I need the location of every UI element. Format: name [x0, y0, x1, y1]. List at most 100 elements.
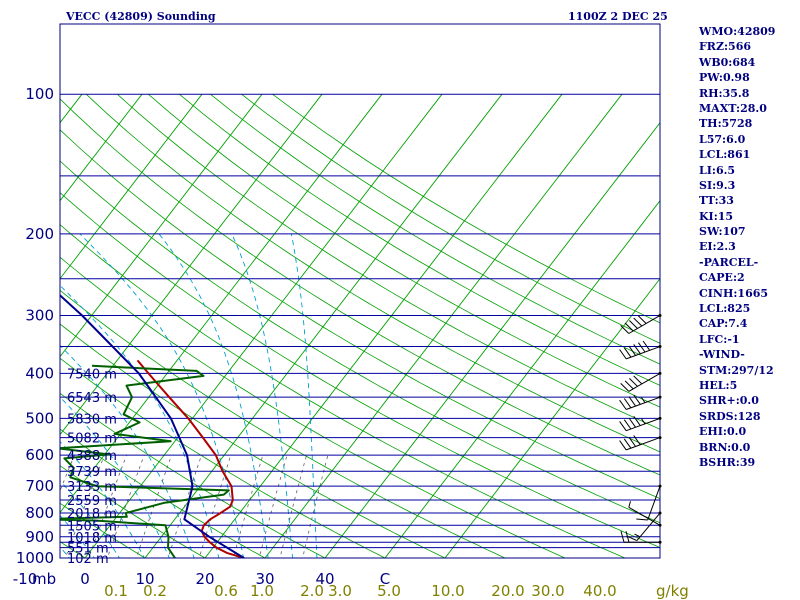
- pressure-unit-label: mb: [32, 570, 56, 588]
- index-item: TH:5728: [699, 117, 753, 131]
- index-item: WMO:42809: [699, 25, 776, 38]
- wind-barb: [619, 340, 662, 360]
- temperature-tick-label: 30: [255, 570, 274, 588]
- pressure-tick-label: 900: [25, 528, 54, 546]
- height-label: 5830 m: [67, 412, 117, 427]
- mixing-ratio-unit-label: g/kg: [656, 582, 689, 600]
- index-item: -WIND-: [699, 348, 745, 362]
- height-label: 5082 m: [67, 432, 117, 447]
- pressure-tick-label: 1000: [16, 549, 54, 567]
- sounding-traces: [60, 293, 245, 558]
- temperature-tick-label: C: [380, 570, 390, 588]
- height-label: 7540 m: [67, 367, 117, 382]
- isotherm-line: [204, 93, 563, 558]
- index-item: EHI:0.0: [699, 425, 747, 439]
- moist-adiabat: [79, 233, 244, 558]
- dry-adiabat: [60, 465, 206, 558]
- mixing-ratio-line: [167, 454, 202, 558]
- index-item: HEL:5: [699, 378, 738, 392]
- dry-adiabat: [60, 129, 660, 500]
- dry-adiabat: [0, 94, 40, 568]
- pressure-tick-label: 100: [25, 85, 54, 103]
- height-label: 1505 m: [67, 519, 117, 534]
- index-item: TT:33: [699, 194, 734, 208]
- mixing-ratio-tick-label: 0.2: [143, 582, 167, 600]
- mixing-ratio-tick-label: 5.0: [377, 582, 401, 600]
- pressure-tick-label: 700: [25, 477, 54, 495]
- index-item: CINH:1665: [699, 286, 769, 300]
- index-item: SI:9.3: [699, 178, 736, 192]
- index-item: CAP:7.4: [699, 317, 748, 331]
- height-label: 551 m: [67, 542, 109, 557]
- height-label: 3739 m: [67, 465, 117, 480]
- wind-barb: [620, 371, 662, 392]
- index-item: SW:107: [699, 225, 746, 239]
- mixing-ratio-line: [232, 454, 264, 558]
- dry-adiabat: [60, 98, 660, 476]
- wind-barb: [636, 484, 662, 521]
- dry-adiabat: [60, 392, 326, 558]
- index-item: SRDS:128: [699, 409, 761, 423]
- height-label: 2018 m: [67, 507, 117, 522]
- dry-adiabat: [241, 93, 660, 344]
- dry-adiabat: [179, 93, 660, 386]
- temperature-tick-label: 40: [315, 570, 334, 588]
- index-item: SHR+:0.0: [699, 394, 759, 408]
- wind-barb: [620, 313, 662, 334]
- dry-adiabat: [60, 289, 506, 558]
- pressure-tick-label: 300: [25, 307, 54, 325]
- isotherm-line: [384, 199, 660, 558]
- isotherm-line: [264, 93, 623, 558]
- dry-adiabat: [60, 224, 627, 558]
- isotherm-line: [60, 93, 203, 280]
- mixing-ratio-line: [88, 454, 127, 558]
- moist-adiabat: [158, 233, 269, 558]
- moist-adiabat: [290, 233, 318, 558]
- index-item: BRN:0.0: [699, 440, 751, 454]
- mixing-ratio-line: [258, 454, 288, 558]
- height-label: 2559 m: [67, 494, 117, 509]
- wind-barb: [619, 394, 662, 410]
- index-item: L57:6.0: [699, 132, 746, 146]
- temperature-tick-label: 20: [195, 570, 214, 588]
- wind-barbs: [619, 313, 662, 544]
- index-item: LCL:825: [699, 302, 751, 316]
- stability-indices-panel: WMO:42809 FRZ:566 WB0:684 PW:0.98 RH:35.8 MAX…: [699, 24, 799, 470]
- dry-adiabat: [210, 93, 660, 365]
- index-item: MAXT:28.0: [699, 101, 767, 115]
- dry-adiabat: [60, 357, 386, 558]
- dewpoint-trace: [60, 364, 230, 558]
- mixing-ratio-tick-label: 30.0: [531, 582, 564, 600]
- mixing-ratio-line: [302, 454, 329, 558]
- isotherm-line: [324, 122, 660, 558]
- dry-adiabat: [85, 93, 660, 453]
- isotherm-line: [60, 93, 383, 514]
- temperature-tick-label: 10: [135, 570, 154, 588]
- pressure-tick-label: 500: [25, 409, 54, 427]
- mixing-ratio-tick-label: 0.1: [104, 582, 128, 600]
- dry-adiabat: [60, 428, 266, 558]
- dry-adiabat: [60, 502, 146, 558]
- index-item: WB0:684: [699, 55, 756, 69]
- chart-title: VECC (42809) Sounding: [65, 10, 216, 23]
- dry-adiabat: [148, 93, 660, 408]
- isotherm-line: [84, 93, 443, 558]
- background-grid: [0, 93, 660, 568]
- index-item: KI:15: [699, 209, 734, 223]
- moist-adiabat: [60, 344, 195, 558]
- pressure-tick-label: 400: [25, 364, 54, 382]
- mixing-ratio-line: [279, 454, 307, 558]
- temperature-trace: [136, 359, 245, 558]
- height-label: 1018 m: [67, 531, 117, 546]
- moist-adiabat: [231, 233, 294, 558]
- mixing-ratio-line: [135, 454, 172, 558]
- temperature-tick-label: -10: [13, 570, 38, 588]
- observation-time: 1100Z 2 DEC 25: [568, 10, 668, 23]
- mixing-ratio-line: [106, 454, 145, 558]
- wind-barb: [626, 511, 662, 542]
- dry-adiabat: [117, 93, 660, 430]
- mixing-ratio-line: [198, 454, 232, 558]
- index-item: -PARCEL-: [699, 255, 759, 269]
- dry-adiabat: [60, 256, 566, 558]
